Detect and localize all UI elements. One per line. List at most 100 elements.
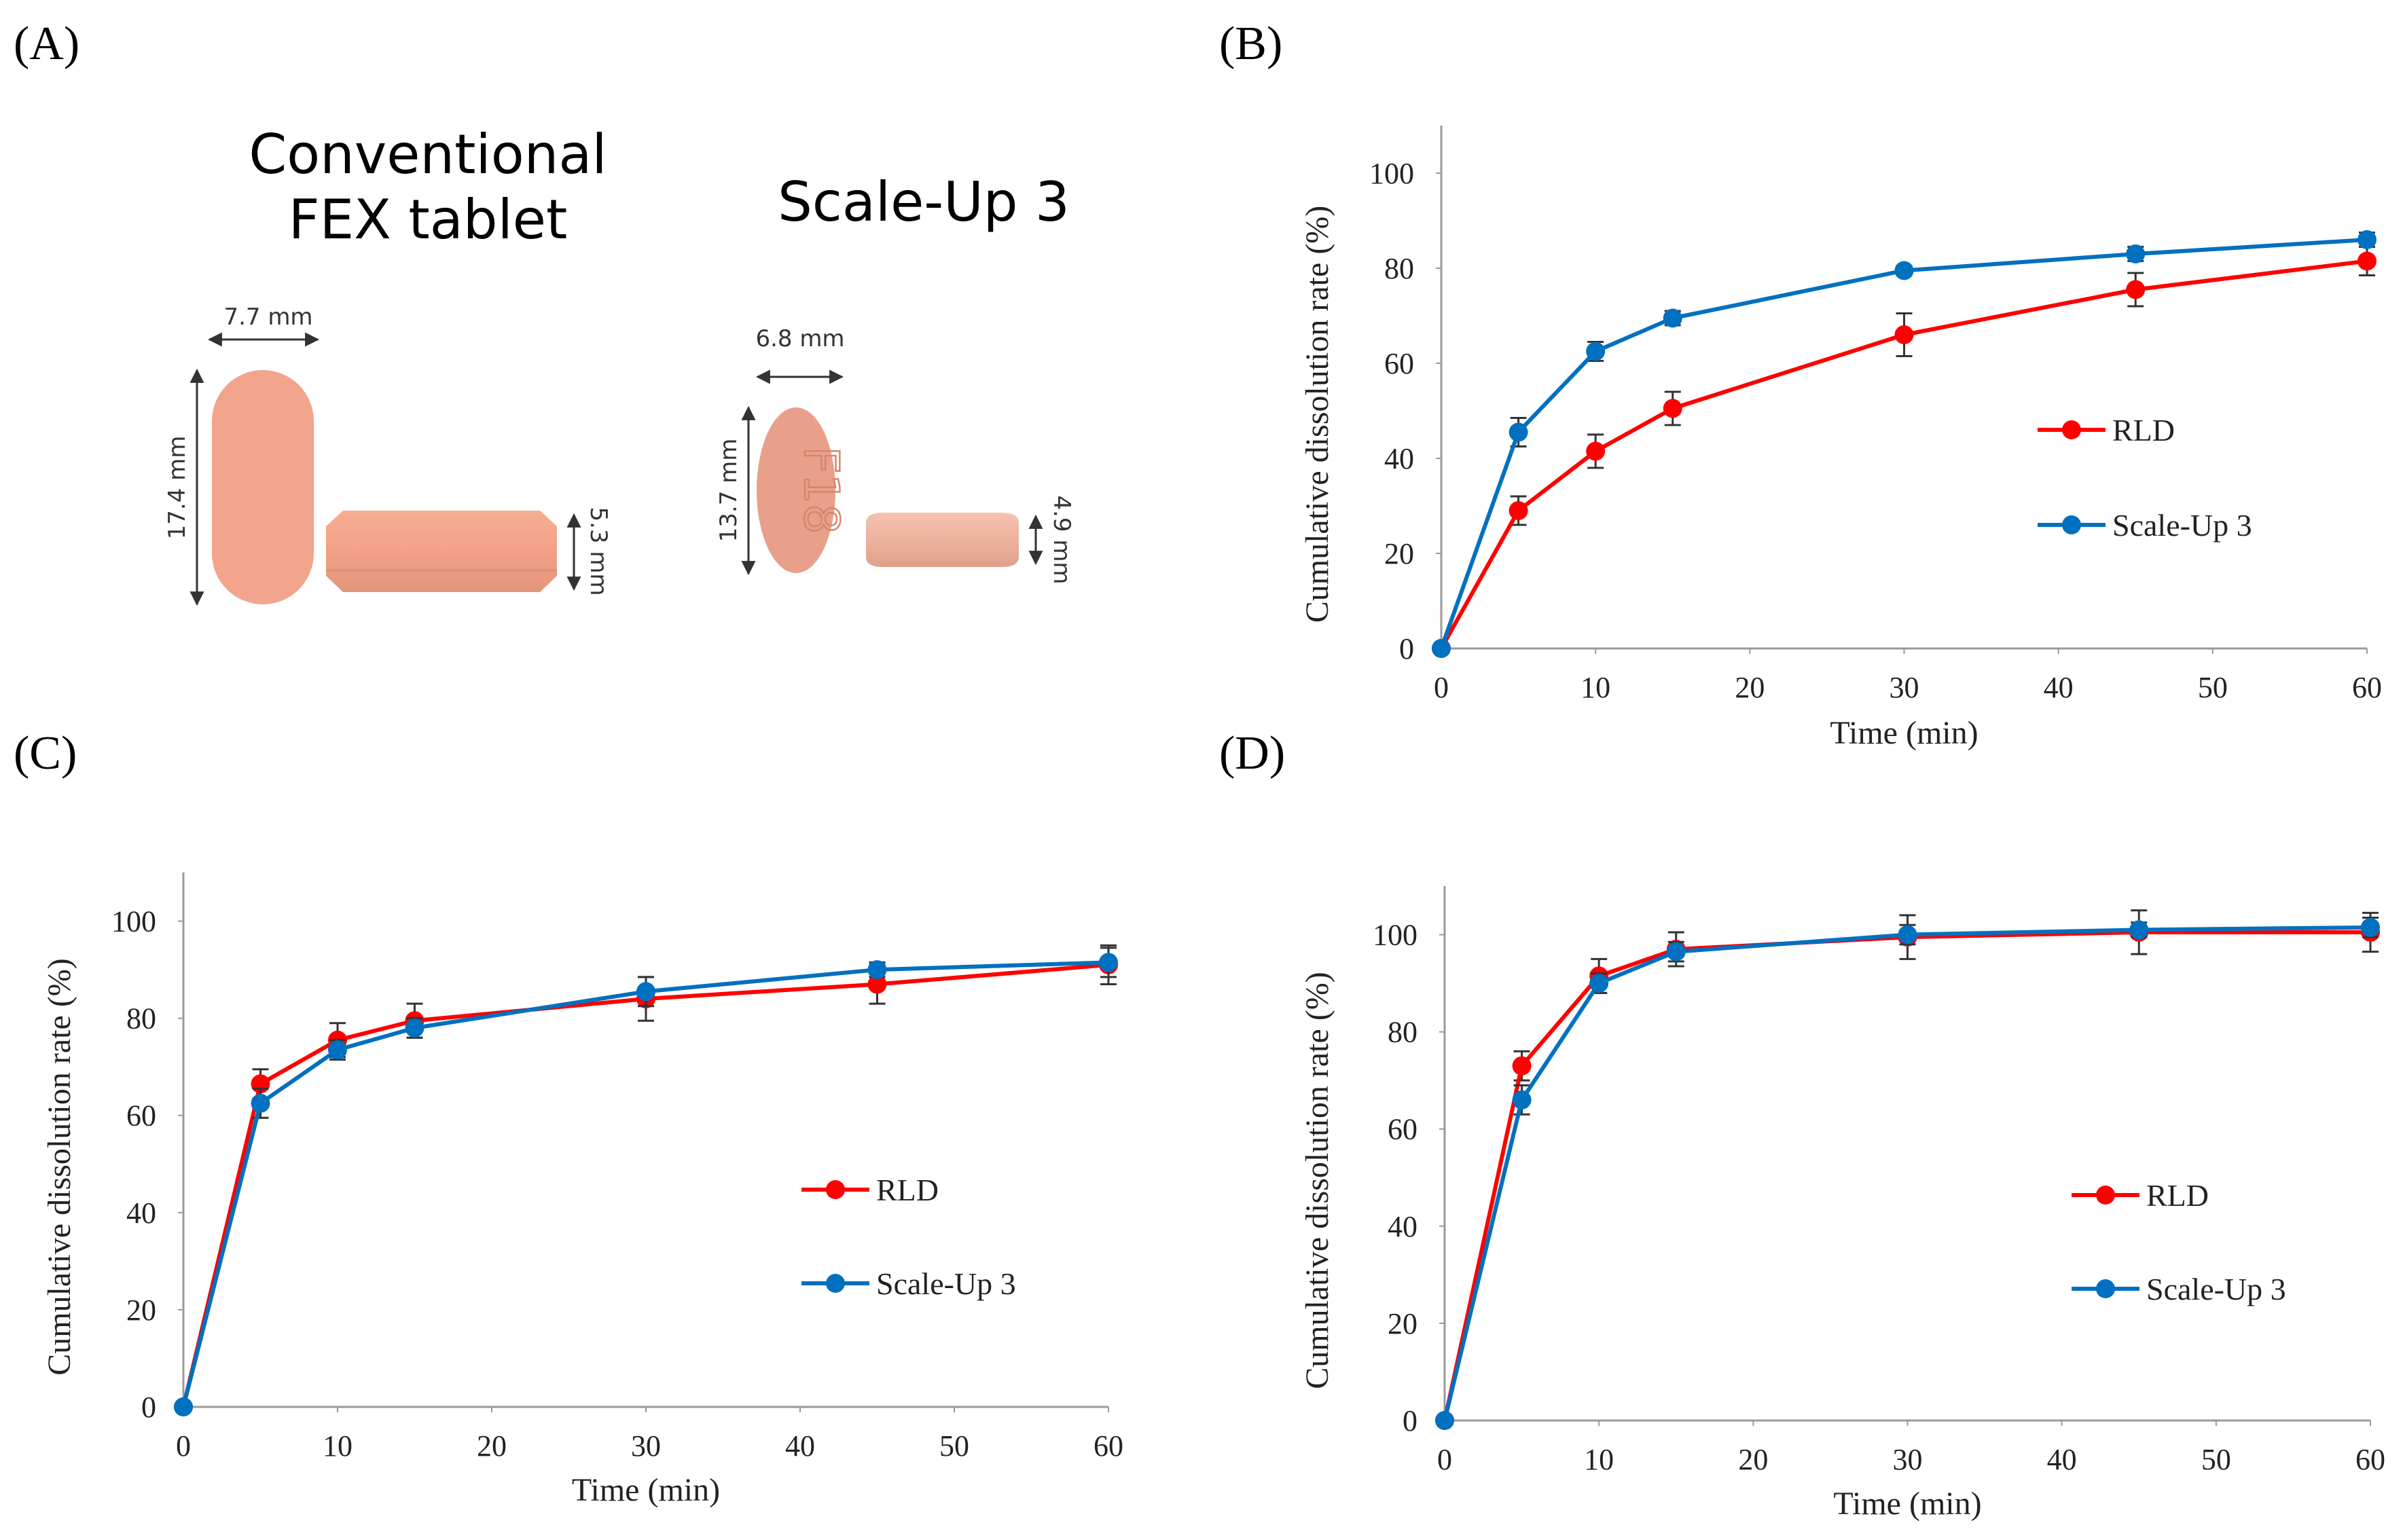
conventional-tablet-title: Conventional FEX tablet <box>204 122 652 253</box>
scaleup-data-point <box>1099 953 1118 972</box>
conventional-title-line2: FEX tablet <box>288 188 568 251</box>
x-tick-label: 40 <box>785 1429 815 1463</box>
x-axis-title: Time (min) <box>1830 715 1978 751</box>
scaleup-data-point <box>1894 261 1914 280</box>
scaleup-data-point <box>867 960 887 980</box>
rld-legend-marker <box>826 1180 845 1199</box>
x-tick-label: 50 <box>2198 671 2228 704</box>
scaleup-data-point <box>1512 1090 1532 1110</box>
x-tick-label: 60 <box>1094 1429 1123 1463</box>
scaleup-tablet-side <box>866 513 1019 567</box>
x-tick-label: 30 <box>1893 1443 1923 1476</box>
rld-data-point <box>1512 1056 1532 1076</box>
x-tick-label: 30 <box>631 1429 661 1463</box>
y-tick-label: 40 <box>1388 1210 1417 1243</box>
scaleup-data-point <box>2126 244 2146 263</box>
y-tick-label: 0 <box>141 1391 156 1424</box>
rld-data-point <box>1586 441 1606 461</box>
rld-legend-marker <box>2096 1186 2115 1205</box>
rld-data-point <box>1894 325 1914 344</box>
y-tick-label: 100 <box>111 905 156 938</box>
y-tick-label: 60 <box>1388 1113 1417 1146</box>
y-tick-label: 40 <box>1384 442 1414 475</box>
panel-label-a: (A) <box>14 18 80 70</box>
su-length-label: 13.7 mm <box>715 439 742 543</box>
panel-label-d: (D) <box>1219 727 1286 780</box>
y-tick-label: 80 <box>1384 252 1414 285</box>
panel-label-b: (B) <box>1219 18 1283 70</box>
x-tick-label: 0 <box>1434 671 1449 704</box>
y-axis-title: Cumulative dissolution rate (%) <box>41 958 77 1376</box>
y-tick-label: 100 <box>1373 919 1417 952</box>
scaleup-data-point <box>2357 230 2377 249</box>
x-tick-label: 20 <box>1735 671 1765 704</box>
y-tick-label: 0 <box>1399 632 1414 665</box>
scaleup-legend-marker <box>2096 1279 2115 1298</box>
y-tick-label: 20 <box>1384 537 1414 570</box>
x-tick-label: 0 <box>1437 1443 1452 1476</box>
scaleup-legend-marker <box>826 1274 845 1293</box>
scaleup-legend-label: Scale-Up 3 <box>2112 508 2252 543</box>
scaleup-data-point <box>1508 422 1528 442</box>
su-width-label: 6.8 mm <box>755 325 844 352</box>
conventional-title-line1: Conventional <box>249 123 607 186</box>
y-tick-label: 20 <box>1388 1307 1417 1340</box>
rld-data-point <box>2126 280 2146 299</box>
y-tick-label: 60 <box>1384 347 1414 380</box>
scaleup-data-point <box>328 1040 347 1060</box>
scaleup-data-point <box>636 982 655 1002</box>
scaleup-legend-label: Scale-Up 3 <box>2146 1272 2286 1306</box>
x-tick-label: 40 <box>2044 671 2074 704</box>
y-tick-label: 80 <box>126 1002 156 1035</box>
scaleup-tablet-top <box>757 407 835 573</box>
scaleup-tablet-imprint: F18 <box>793 446 849 534</box>
scaleup-series-line <box>1443 925 2371 1421</box>
rld-legend-label: RLD <box>2146 1178 2209 1213</box>
scaleup-data-point <box>1435 1411 1454 1430</box>
conv-length-label: 17.4 mm <box>164 436 191 540</box>
scaleup-legend-marker <box>2062 515 2081 534</box>
conv-thickness-label: 5.3 mm <box>585 507 612 595</box>
x-axis-title: Time (min) <box>1833 1486 1981 1522</box>
y-axis-title: Cumulative dissolution rate (%) <box>1299 206 1335 623</box>
x-axis-title: Time (min) <box>572 1472 720 1508</box>
scaleup-data-point <box>1666 942 1686 961</box>
y-tick-label: 40 <box>126 1196 156 1230</box>
x-tick-label: 20 <box>1738 1443 1768 1476</box>
x-tick-label: 20 <box>477 1429 507 1463</box>
scaleup-data-point <box>1898 925 1917 945</box>
x-tick-label: 50 <box>939 1429 969 1463</box>
panel-label-c: (C) <box>14 727 77 780</box>
rld-data-point <box>1663 399 1682 418</box>
x-tick-label: 60 <box>2352 671 2382 704</box>
x-tick-label: 10 <box>1584 1443 1614 1476</box>
scaleup-tablet-title: Scale-Up 3 <box>778 170 1070 234</box>
x-tick-label: 0 <box>176 1429 191 1463</box>
y-tick-label: 20 <box>126 1294 156 1327</box>
conventional-tablet-side <box>326 511 557 592</box>
x-tick-label: 60 <box>2355 1443 2385 1476</box>
scaleup-data-point <box>1663 308 1682 328</box>
scaleup-data-point <box>2129 920 2149 940</box>
scaleup-data-point <box>251 1093 270 1113</box>
su-thickness-label: 4.9 mm <box>1048 495 1075 584</box>
x-tick-label: 10 <box>323 1429 353 1463</box>
rld-legend-label: RLD <box>876 1173 939 1207</box>
x-tick-label: 50 <box>2201 1443 2231 1476</box>
scaleup-data-point <box>1586 342 1606 361</box>
scaleup-data-point <box>405 1018 424 1038</box>
y-tick-label: 100 <box>1369 157 1414 190</box>
conventional-tablet-top <box>212 370 314 604</box>
x-tick-label: 10 <box>1580 671 1610 704</box>
rld-legend-label: RLD <box>2112 413 2175 447</box>
scaleup-data-point <box>174 1397 193 1416</box>
scaleup-data-point <box>1432 639 1451 658</box>
x-tick-label: 40 <box>2047 1443 2077 1476</box>
rld-data-point <box>1508 501 1528 520</box>
rld-legend-marker <box>2062 420 2081 439</box>
rld-data-point <box>867 974 887 994</box>
